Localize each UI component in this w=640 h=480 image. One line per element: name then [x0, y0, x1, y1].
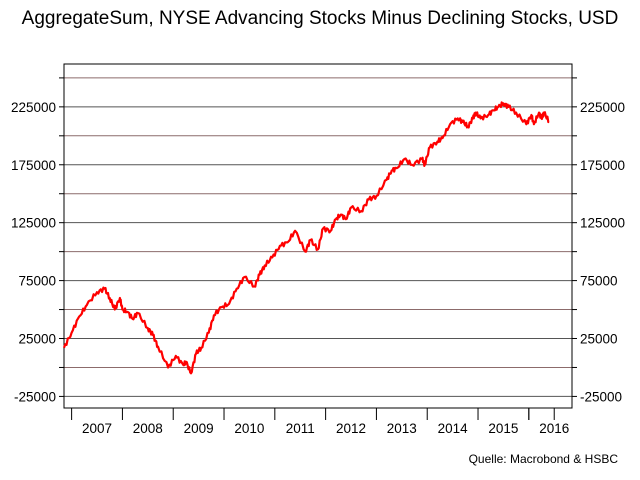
x-axis: 2007 2008 2009 2010 2011 2012 2013 2014 2015 2016 [82, 421, 569, 436]
y-tick-label: 175000 [11, 158, 56, 173]
x-tick-label: 2007 [82, 421, 112, 436]
x-tick-label: 2012 [336, 421, 366, 436]
y-tick-label: 125000 [580, 216, 625, 231]
gridlines [64, 77, 572, 397]
x-tick-label: 2016 [539, 421, 569, 436]
x-tick-label: 2010 [234, 421, 264, 436]
x-tick-label: 2014 [438, 421, 469, 436]
y-tick-label: 225000 [11, 100, 56, 115]
y-tick-label: 75000 [18, 274, 56, 289]
series-line [62, 101, 550, 375]
y-tick-label: -25000 [580, 389, 622, 404]
y-tick-label: 225000 [580, 100, 625, 115]
y-axis-left: -25000 25000 75000 125000 175000 225000 [11, 100, 56, 405]
plot-frame [63, 63, 573, 409]
source-note: Quelle: Macrobond & HSBC [468, 452, 618, 466]
chart-title: AggregateSum, NYSE Advancing Stocks Minu… [21, 8, 619, 29]
x-tick-label: 2013 [387, 421, 417, 436]
y-tick-label: 25000 [580, 332, 618, 347]
x-tick-label: 2015 [488, 421, 518, 436]
x-tick-label: 2008 [133, 421, 163, 436]
x-tick-label: 2011 [286, 421, 315, 436]
x-tick-label: 2009 [184, 421, 214, 436]
y-tick-label: 175000 [580, 158, 625, 173]
y-tick-label: 125000 [11, 216, 56, 231]
y-tick-label: 25000 [18, 332, 56, 347]
y-axis-right: -25000 25000 75000 125000 175000 225000 [580, 100, 625, 405]
y-tick-label: 75000 [580, 274, 618, 289]
y-tick-label: -25000 [14, 389, 56, 404]
axis-ticks [59, 77, 577, 420]
